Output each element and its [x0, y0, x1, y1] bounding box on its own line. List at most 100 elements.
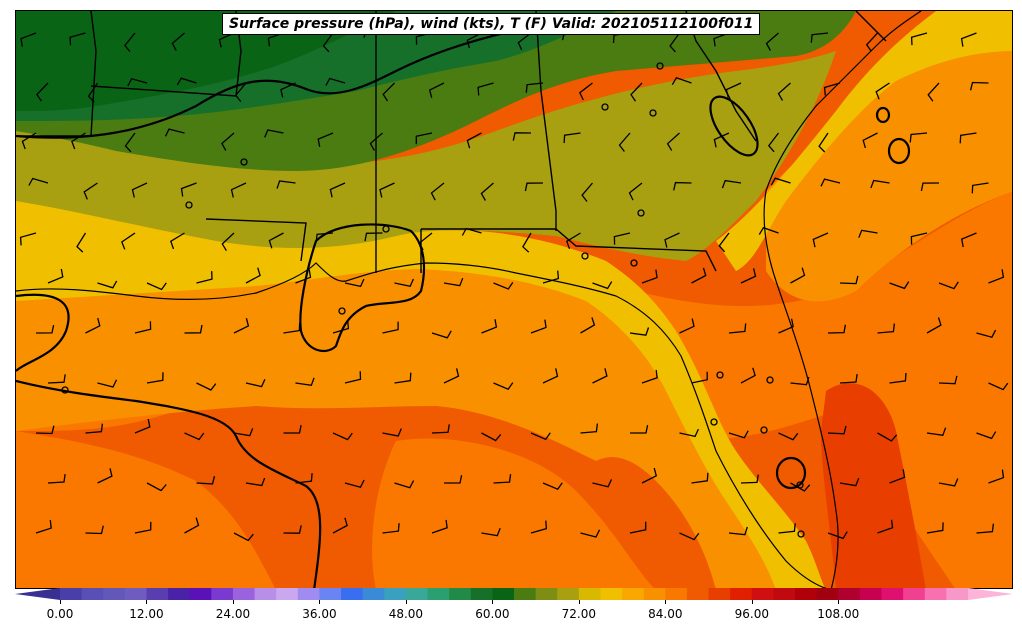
wind-barb [283, 322, 301, 334]
colorbar-cell [319, 588, 342, 600]
wind-barb [295, 269, 312, 284]
wind-barb [728, 323, 747, 334]
wind-barb [664, 232, 680, 248]
wind-barb [276, 180, 296, 189]
wind-barb [938, 281, 959, 290]
wind-barb [959, 132, 977, 144]
colorbar-cell [686, 588, 710, 600]
wind-barb [988, 269, 1005, 284]
colorbar-cell [362, 588, 385, 600]
wind-barb [713, 132, 730, 148]
colorbar-cell [643, 588, 666, 600]
temp-band-yellow-east [716, 11, 1012, 271]
coastlines [16, 11, 922, 588]
wind-barb [679, 532, 700, 541]
wind-barb [218, 32, 235, 48]
colorbar-cell [341, 588, 364, 600]
wind-barb [444, 475, 463, 484]
wind-barb [97, 468, 113, 484]
wind-barb [517, 32, 532, 51]
wind-barb [146, 372, 164, 384]
temp-band-orange-light-3 [372, 438, 655, 588]
wind-barb [839, 477, 860, 487]
wind-barb [910, 32, 928, 46]
wind-barb [329, 182, 346, 198]
wind-barb [315, 232, 334, 243]
colorbar-tick-label: 72.00 [561, 607, 597, 621]
wind-barb [47, 374, 66, 384]
wind-barb [578, 82, 593, 101]
wind-barb [938, 375, 958, 385]
wind-barb [778, 318, 794, 334]
wind-barb [512, 132, 532, 141]
colorbar-cell [146, 588, 169, 600]
wind-barb [221, 132, 235, 151]
wind-barb [988, 469, 1005, 484]
colorbar-cell [81, 588, 104, 600]
wind-barb [542, 270, 560, 284]
wind-barb [691, 371, 708, 384]
wind-barb [431, 330, 452, 339]
wind-barb [35, 520, 52, 534]
wind-barb [230, 182, 247, 198]
wind-barb [481, 432, 502, 442]
colorbar-cell [903, 588, 926, 600]
wind-barb [317, 132, 334, 148]
wind-barb [127, 78, 148, 87]
wind-barb [530, 432, 551, 441]
colorbar-cell [232, 588, 256, 600]
wind-barbs [19, 29, 1009, 542]
wind-barb [679, 318, 695, 334]
colorbar-tick-label: 48.00 [388, 607, 424, 621]
wind-barb [740, 367, 756, 384]
wind-barb [466, 132, 482, 149]
wind-barb [35, 324, 55, 334]
wind-barb [542, 482, 563, 491]
wind-barb [171, 32, 185, 51]
colorbar-cell [859, 588, 883, 600]
colorbar-tick-label: 108.00 [817, 607, 860, 621]
wind-barb [671, 77, 692, 86]
wind-barb [767, 132, 780, 153]
wind-barb [927, 82, 940, 102]
wind-barb [580, 317, 596, 334]
wind-barb [865, 32, 878, 52]
wind-barb [184, 517, 200, 534]
wind-barb [221, 232, 235, 252]
wind-barb [875, 82, 890, 100]
wind-barb [618, 132, 631, 152]
wind-barb [740, 268, 757, 284]
wind-barb [184, 432, 205, 441]
colorbar-cell [449, 588, 472, 600]
colorbar-cell [60, 588, 83, 600]
wind-barb [196, 382, 217, 391]
colorbar-cell [514, 588, 537, 600]
wind-barb [580, 529, 601, 538]
wind-barb [641, 269, 658, 284]
colorbar-cell [124, 588, 147, 600]
wind-barb [394, 480, 415, 489]
wind-barb [379, 182, 395, 198]
wind-barb [870, 179, 890, 189]
wind-barb [87, 82, 99, 103]
wind-barb [758, 226, 779, 235]
wind-barb [960, 232, 977, 248]
temp-band-amber [16, 251, 815, 588]
wind-barb [592, 281, 613, 290]
colorbar-tick-mark [60, 600, 61, 604]
wind-barb [280, 82, 296, 98]
wind-barb [823, 82, 841, 96]
wind-barb [725, 82, 742, 98]
wind-barb [976, 329, 997, 338]
wind-barb [790, 376, 810, 386]
colorbar-extend-max [968, 588, 1013, 600]
wind-barb [889, 469, 906, 484]
wind-barb [28, 177, 49, 186]
colorbar-cell [254, 588, 277, 600]
wind-barb [827, 425, 847, 435]
wind-barb [430, 182, 445, 201]
wind-barb [344, 479, 365, 488]
wind-barb [21, 132, 37, 150]
wind-barb [295, 473, 313, 484]
map-panel [15, 10, 1013, 589]
